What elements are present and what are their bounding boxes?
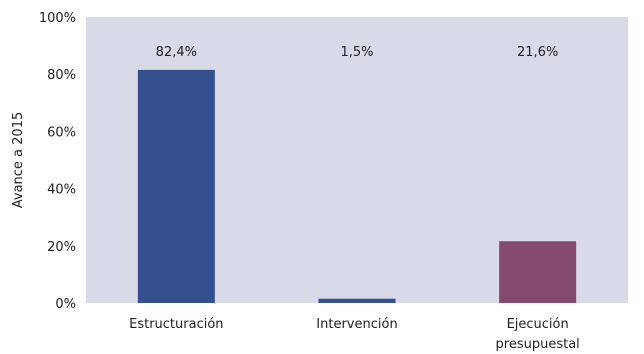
data-label: 82,4% [156, 45, 197, 60]
bars-group [137, 69, 577, 303]
y-tick-label: 100% [39, 11, 76, 26]
y-axis-ticks: 0% 20% 40% 60% 80% 100% [39, 11, 76, 312]
x-tick-label: Ejecución presupuestal [496, 317, 580, 352]
x-tick-label: Estructuración [129, 317, 223, 332]
y-tick-label: 0% [55, 297, 76, 312]
y-tick-label: 80% [47, 68, 76, 83]
x-tick-label: Intervención [316, 317, 397, 332]
y-axis-label: Avance a 2015 [11, 112, 26, 209]
data-label: 1,5% [340, 45, 373, 60]
y-tick-label: 60% [47, 125, 76, 140]
bar [499, 241, 577, 303]
y-tick-label: 40% [47, 183, 76, 198]
y-tick-label: 20% [47, 240, 76, 255]
data-label: 21,6% [517, 45, 558, 60]
bar [318, 298, 396, 303]
bar [137, 69, 215, 303]
data-labels-group: 82,4% 1,5% 21,6% [156, 45, 559, 60]
x-axis-categories: Estructuración Intervención Ejecución presu… [129, 317, 580, 352]
